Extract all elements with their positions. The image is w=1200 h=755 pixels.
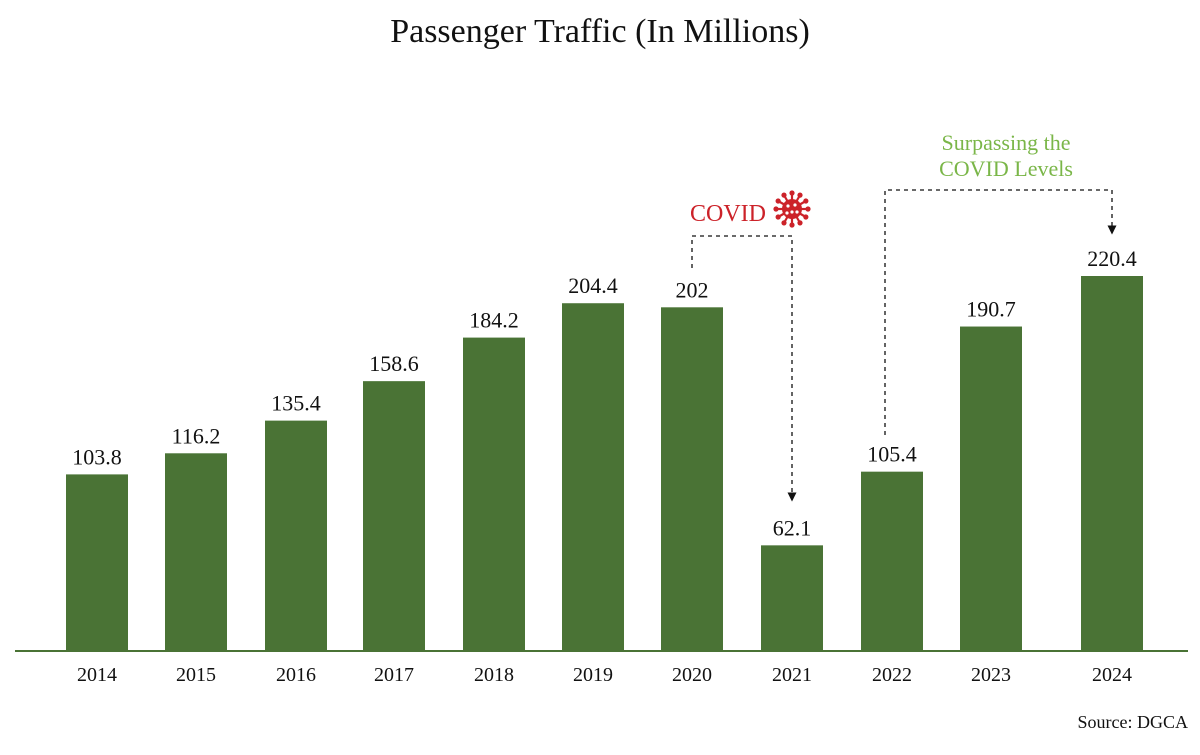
bar-2020 — [661, 307, 723, 651]
x-tick-labels-group: 2014 2015 2016 2017 2018 2019 2020 2021 2022 2023… — [77, 664, 1132, 686]
value-label-2014: 103.8 — [72, 444, 122, 469]
surpass-label-line1: Surpassing the — [942, 130, 1071, 155]
bar-2024 — [1081, 276, 1143, 651]
source-note: Source: DGCA — [1078, 712, 1189, 732]
surpass-label-line2: COVID Levels — [939, 156, 1073, 181]
value-label-2017: 158.6 — [369, 351, 419, 376]
value-label-2021: 62.1 — [773, 515, 812, 540]
virus-icon — [773, 190, 811, 228]
x-tick-2015: 2015 — [176, 664, 216, 686]
value-label-2015: 116.2 — [172, 423, 221, 448]
bars-group — [66, 276, 1143, 651]
bar-2015 — [165, 453, 227, 651]
bar-2022 — [861, 471, 923, 651]
value-label-2018: 184.2 — [469, 308, 519, 333]
surpass-arrow — [884, 189, 1117, 435]
value-label-2022: 105.4 — [867, 442, 917, 467]
x-tick-2017: 2017 — [374, 664, 414, 686]
x-tick-2021: 2021 — [772, 664, 812, 686]
bar-2019 — [562, 303, 624, 651]
bar-2016 — [265, 420, 327, 651]
covid-arrow — [691, 235, 797, 502]
x-tick-2023: 2023 — [971, 664, 1011, 686]
value-label-2024: 220.4 — [1087, 246, 1137, 271]
bar-2017 — [363, 381, 425, 651]
covid-annotation: COVID — [690, 190, 811, 502]
x-tick-2020: 2020 — [672, 664, 712, 686]
x-tick-2019: 2019 — [573, 664, 613, 686]
x-tick-2018: 2018 — [474, 664, 514, 686]
value-labels-group: 103.8 116.2 135.4 158.6 184.2 204.4 202 62.1 105… — [72, 246, 1137, 540]
bar-2023 — [960, 326, 1022, 651]
bar-2014 — [66, 474, 128, 651]
x-tick-2016: 2016 — [276, 664, 316, 686]
surpass-annotation: Surpassing the COVID Levels — [884, 130, 1117, 435]
value-label-2020: 202 — [676, 277, 709, 302]
bar-2021 — [761, 545, 823, 651]
covid-label: COVID — [690, 201, 766, 227]
x-tick-2014: 2014 — [77, 664, 117, 686]
x-tick-2022: 2022 — [872, 664, 912, 686]
x-tick-2024: 2024 — [1092, 664, 1132, 686]
chart-title: Passenger Traffic (In Millions) — [390, 13, 810, 50]
bar-2018 — [463, 337, 525, 651]
value-label-2016: 135.4 — [271, 391, 321, 416]
value-label-2023: 190.7 — [966, 297, 1016, 322]
value-label-2019: 204.4 — [568, 273, 618, 298]
